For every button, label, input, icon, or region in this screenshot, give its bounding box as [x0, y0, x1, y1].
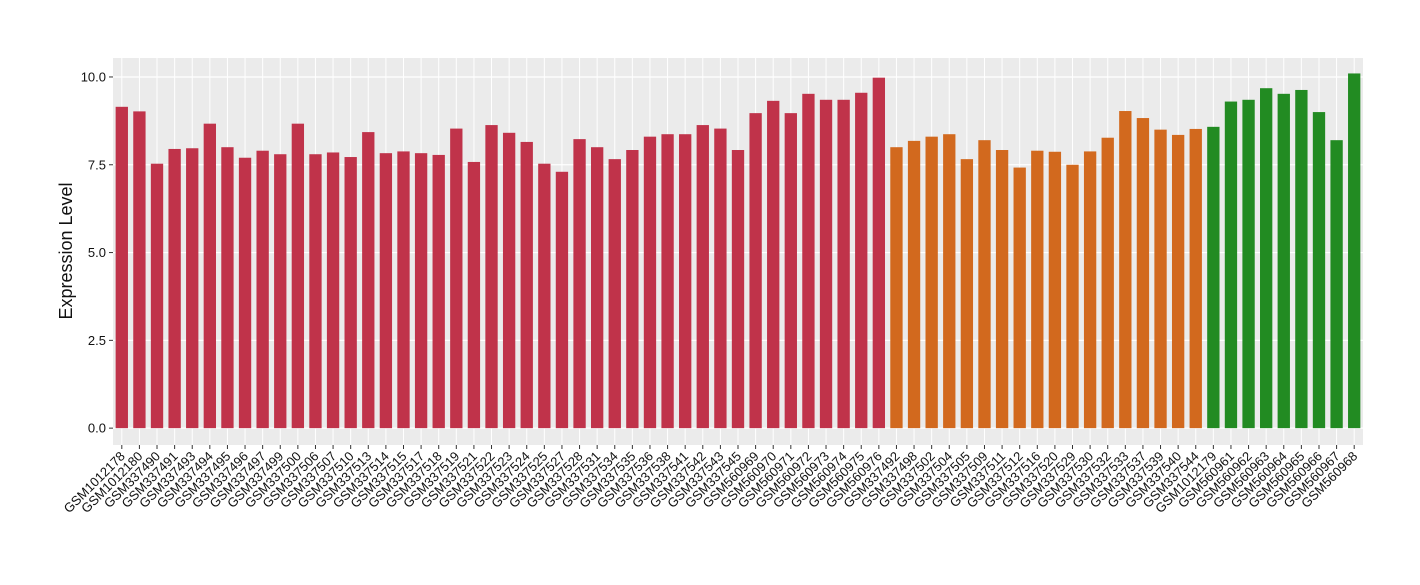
bar	[256, 150, 269, 429]
y-tick-label: 7.5	[88, 157, 106, 172]
bar	[203, 123, 216, 429]
bar	[1224, 101, 1238, 429]
bar	[573, 139, 586, 429]
bar	[186, 148, 199, 429]
bar	[1031, 150, 1044, 429]
bar	[890, 147, 903, 429]
bar	[326, 152, 340, 429]
bar	[133, 111, 146, 429]
y-tick-label: 5.0	[88, 245, 106, 260]
bar	[1207, 126, 1220, 429]
bar	[414, 153, 428, 429]
bar	[1348, 73, 1361, 429]
bar	[872, 77, 886, 429]
bar	[907, 140, 921, 429]
bar	[1119, 111, 1132, 429]
bar	[432, 154, 445, 429]
bar	[502, 132, 516, 429]
bar	[696, 125, 709, 429]
y-tick-label: 2.5	[88, 333, 106, 348]
bar	[1013, 167, 1026, 429]
bar	[150, 163, 164, 429]
bar	[309, 154, 322, 429]
y-tick-label: 10.0	[81, 69, 106, 84]
bar	[1260, 88, 1273, 429]
bar	[925, 136, 938, 429]
bar	[397, 151, 410, 429]
bar	[767, 100, 780, 429]
bar	[450, 128, 463, 429]
bar	[1101, 137, 1114, 429]
bar	[608, 159, 621, 429]
bar	[995, 150, 1009, 429]
bar	[643, 136, 657, 429]
bar	[168, 148, 181, 429]
bar	[538, 163, 551, 429]
bar	[1189, 128, 1202, 429]
bar	[1136, 118, 1150, 429]
bar	[978, 140, 991, 429]
bar	[626, 150, 639, 429]
bar	[467, 161, 481, 429]
bar	[802, 93, 815, 429]
bar	[943, 134, 956, 429]
bar	[784, 113, 797, 429]
bar	[837, 99, 850, 429]
bar	[274, 154, 287, 429]
bar	[679, 134, 692, 429]
bar	[1083, 151, 1097, 429]
bar	[238, 157, 252, 429]
bar	[661, 134, 674, 429]
bar	[960, 159, 974, 429]
bar	[1154, 129, 1167, 429]
bar	[1171, 134, 1185, 429]
bar	[714, 128, 727, 429]
bar	[520, 141, 533, 429]
bar	[485, 125, 498, 429]
y-axis-title: Expression Level	[56, 182, 76, 319]
bar	[1048, 151, 1062, 429]
bar	[344, 157, 357, 429]
bar	[1066, 164, 1079, 429]
bar	[362, 132, 375, 429]
bar	[115, 106, 128, 429]
bar	[1295, 89, 1308, 429]
y-tick-label: 0.0	[88, 421, 106, 436]
bar	[1242, 99, 1255, 429]
bar	[221, 147, 234, 429]
bar	[1312, 112, 1326, 429]
bar	[731, 150, 745, 429]
bar	[555, 171, 569, 429]
bar	[1277, 93, 1290, 429]
bar	[749, 113, 762, 429]
bar	[590, 147, 604, 429]
bar	[379, 153, 393, 429]
bar	[855, 92, 868, 429]
bar	[291, 123, 305, 429]
bar	[1330, 140, 1343, 429]
bar	[819, 99, 833, 429]
